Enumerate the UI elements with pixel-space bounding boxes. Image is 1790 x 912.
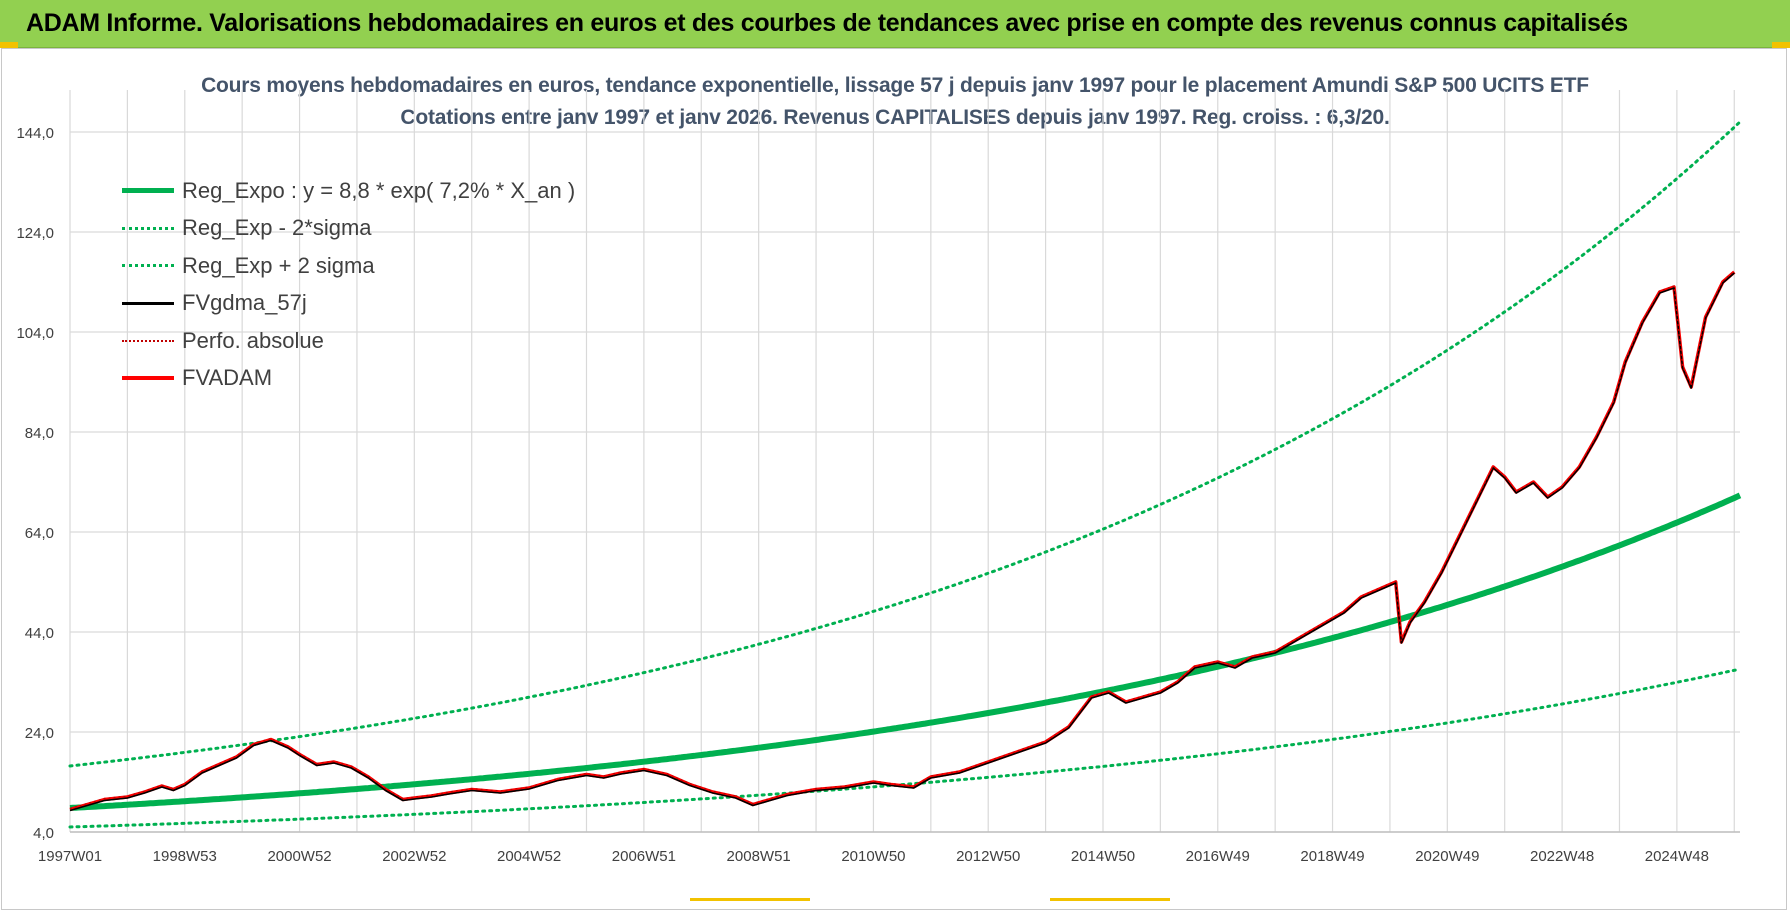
series-perfo-absolue [69,270,1735,810]
y-tick-label: 104,0 [16,325,54,342]
x-tick-label: 2018W49 [1300,848,1364,865]
x-tick-label: 2020W49 [1415,848,1479,865]
series-fvgdma-57j [69,272,1735,812]
series-reg-exp-minus [68,667,1742,829]
legend-item-reg-expo: Reg_Expo : y = 8,8 * exp( 7,2% * X_an ) [122,172,575,210]
legend-label-reg-exp-minus: Reg_Exp - 2*sigma [182,215,372,241]
legend-item-fvadam: FVADAM [122,360,575,398]
legend-swatch-perfo [122,339,174,342]
x-tick-label: 2004W52 [497,848,561,865]
y-tick-label: 84,0 [25,425,54,442]
y-tick-label: 24,0 [25,725,54,742]
x-tick-label: 2016W49 [1186,848,1250,865]
legend-label-perfo: Perfo. absolue [182,327,324,353]
legend-label-reg-exp-plus: Reg_Exp + 2 sigma [182,252,375,278]
x-tick-label: 2002W52 [382,848,446,865]
x-tick-label: 1997W01 [38,848,102,865]
legend-item-perfo: Perfo. absolue [122,322,575,360]
bottom-mark-2 [1050,898,1170,901]
x-tick-label: 2010W50 [841,848,905,865]
legend-swatch-reg-exp-plus [122,264,174,268]
legend-swatch-fvadam [122,376,174,381]
y-tick-label: 44,0 [25,625,54,642]
x-tick-label: 2024W48 [1645,848,1709,865]
x-tick-label: 2022W48 [1530,848,1594,865]
legend-swatch-reg-expo [122,188,174,194]
legend-item-reg-exp-minus: Reg_Exp - 2*sigma [122,210,575,248]
y-tick-label: 144,0 [16,125,54,142]
x-tick-label: 1998W53 [153,848,217,865]
x-tick-label: 2008W51 [727,848,791,865]
legend-swatch-reg-exp-minus [122,226,174,230]
legend-label-reg-expo: Reg_Expo : y = 8,8 * exp( 7,2% * X_an ) [182,177,576,203]
chart-subtitle: Cotations entre janv 1997 et janv 2026. … [400,106,1390,129]
x-tick-label: 2000W52 [267,848,331,865]
legend-label-fvadam: FVADAM [182,365,273,391]
banner-title: ADAM Informe. Valorisations hebdomadaire… [26,9,1628,37]
y-tick-label: 4,0 [33,825,54,842]
legend-swatch-fvgdma [122,301,174,305]
series-reg-expo [69,492,1742,811]
x-axis-ticks: 1997W01 1998W53 2000W52 2002W52 2004W52 2006W… [38,848,1709,865]
y-axis-ticks: 4,0 24,0 44,0 64,0 84,0 104,0 124,0 144,0 [16,125,54,842]
corner-mark-right [1772,42,1790,48]
x-tick-label: 2014W50 [1071,848,1135,865]
grid-layer [69,90,1740,833]
series-layer [68,120,1742,829]
y-tick-label: 124,0 [16,225,54,242]
report-banner: ADAM Informe. Valorisations hebdomadaire… [0,0,1790,48]
x-tick-label: 2006W51 [612,848,676,865]
bottom-mark-1 [690,898,810,901]
corner-mark-left [0,42,18,48]
legend-item-fvgdma: FVgdma_57j [122,285,575,323]
legend-item-reg-exp-plus: Reg_Exp + 2 sigma [122,247,575,285]
legend: Reg_Expo : y = 8,8 * exp( 7,2% * X_an ) … [122,172,575,397]
x-tick-label: 2012W50 [956,848,1020,865]
legend-label-fvgdma: FVgdma_57j [182,290,307,316]
chart-title: Cours moyens hebdomadaires en euros, ten… [201,74,1589,97]
chart-frame [1,48,1787,910]
series-reg-exp-plus [68,120,1742,768]
y-tick-label: 64,0 [25,525,54,542]
